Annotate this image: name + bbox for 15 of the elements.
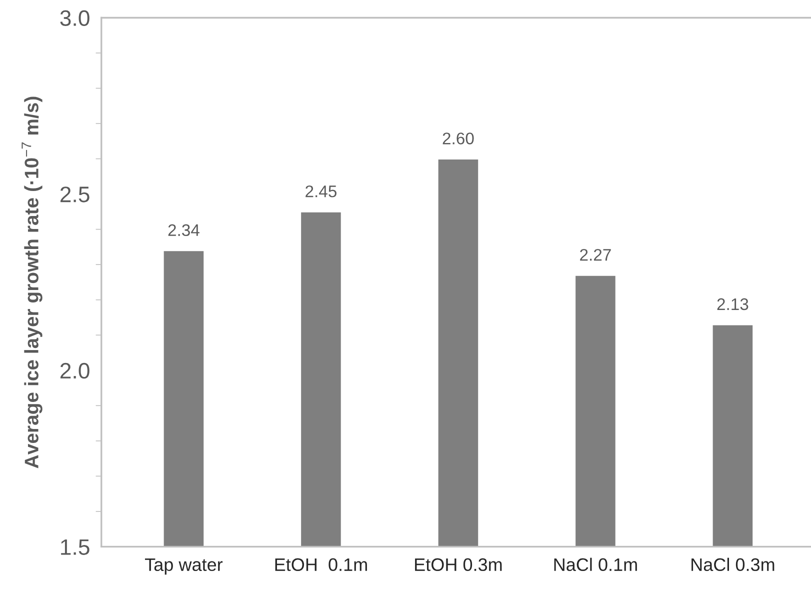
y-tick-label: 2.0 bbox=[60, 362, 90, 379]
y-tick-label: 3.0 bbox=[60, 10, 90, 26]
data-label: 2.13 bbox=[717, 298, 748, 310]
x-tick-label: EtOH 0.3m bbox=[415, 558, 502, 572]
data-label: 2.34 bbox=[168, 224, 200, 236]
x-tick-label: Tap water bbox=[144, 558, 223, 575]
x-tick-label: NaCl 0.1m bbox=[554, 558, 637, 572]
y-tick-label: 2.5 bbox=[60, 186, 90, 202]
data-label: 2.60 bbox=[442, 132, 474, 144]
data-label: 2.45 bbox=[306, 185, 336, 198]
y-axis-title: Average ice layer growth rate (·10$^{−7}$ m/s) bbox=[22, 96, 42, 468]
y-tick-label: 1.5 bbox=[61, 539, 90, 555]
x-tick-label: NaCl 0.3m bbox=[692, 558, 774, 572]
x-tick-label: EtOH 0.1m bbox=[275, 558, 367, 572]
data-label: 2.27 bbox=[580, 248, 611, 261]
